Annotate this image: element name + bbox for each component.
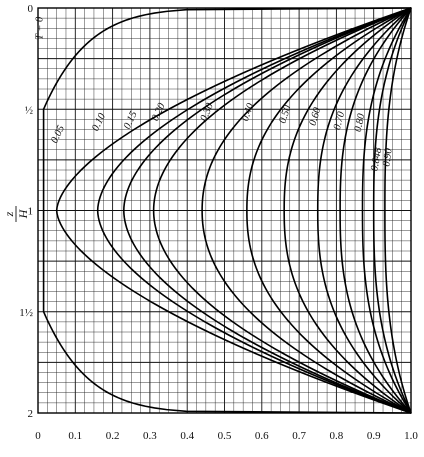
x-tick-label: 0 [35,430,41,442]
y-tick-label: ½ [25,104,33,116]
curve-0-20 [152,7,412,414]
curve-0-50 [283,7,412,414]
curve-labels: T = 00.050.10 0.15 0.20 0.30 0.40 0.50 0.60 0.7… [35,16,395,172]
y-axis-label: z H [2,206,30,222]
plot-frame [37,7,412,414]
chart-grid [38,8,411,413]
curve-0-40 [246,7,412,414]
curve-0-05 [55,7,412,414]
y-tick-label: 1½ [19,307,33,319]
y-axis-label-denominator: H [16,208,30,219]
curve-0-60 [316,7,412,414]
x-tick-label: 0.2 [106,430,120,442]
x-tick-label: 1.0 [404,430,418,442]
curve-T0 [42,7,412,414]
x-tick-label: 0.8 [330,430,344,442]
curve-label: T = 0 [35,16,46,40]
curve-0-80 [361,7,412,414]
curve-label: 0.05 [49,124,67,145]
isochrone-curves [42,7,412,414]
y-tick-label: 1 [28,206,34,218]
x-tick-label: 0.4 [180,430,194,442]
curve-label: 0.848 [369,146,384,172]
x-tick-label: 0.7 [292,430,306,442]
curve-label: 0.80 [353,112,368,133]
x-tick-label: 0.6 [255,430,269,442]
y-axis-ticks: 0 ½ 1 1½ 2 [19,3,33,420]
curve-label: 0.50 [277,103,293,125]
curve-label: 0.60 [308,106,324,127]
y-axis-label-numerator: z [2,211,16,217]
curve-label: 0.70 [332,110,347,131]
x-tick-label: 0.3 [143,430,157,442]
y-tick-label: 0 [28,3,34,15]
x-tick-label: 0.5 [218,430,232,442]
curve-label: 0.90 [381,147,395,167]
curve-0-90 [384,7,412,414]
x-tick-label: 0.9 [367,430,381,442]
y-tick-label: 2 [28,408,34,420]
curve-label: 0.30 [199,101,216,123]
curve-0-10 [96,7,412,414]
curve-0-848 [372,7,412,414]
curve-0-15 [122,7,412,414]
x-tick-label: 0.1 [68,430,82,442]
curve-0-70 [339,7,412,414]
x-axis-ticks: 0 0.1 0.2 0.3 0.4 0.5 0.6 0.7 0.8 0.9 1.0 [35,430,418,442]
curve-0-30 [201,7,412,414]
